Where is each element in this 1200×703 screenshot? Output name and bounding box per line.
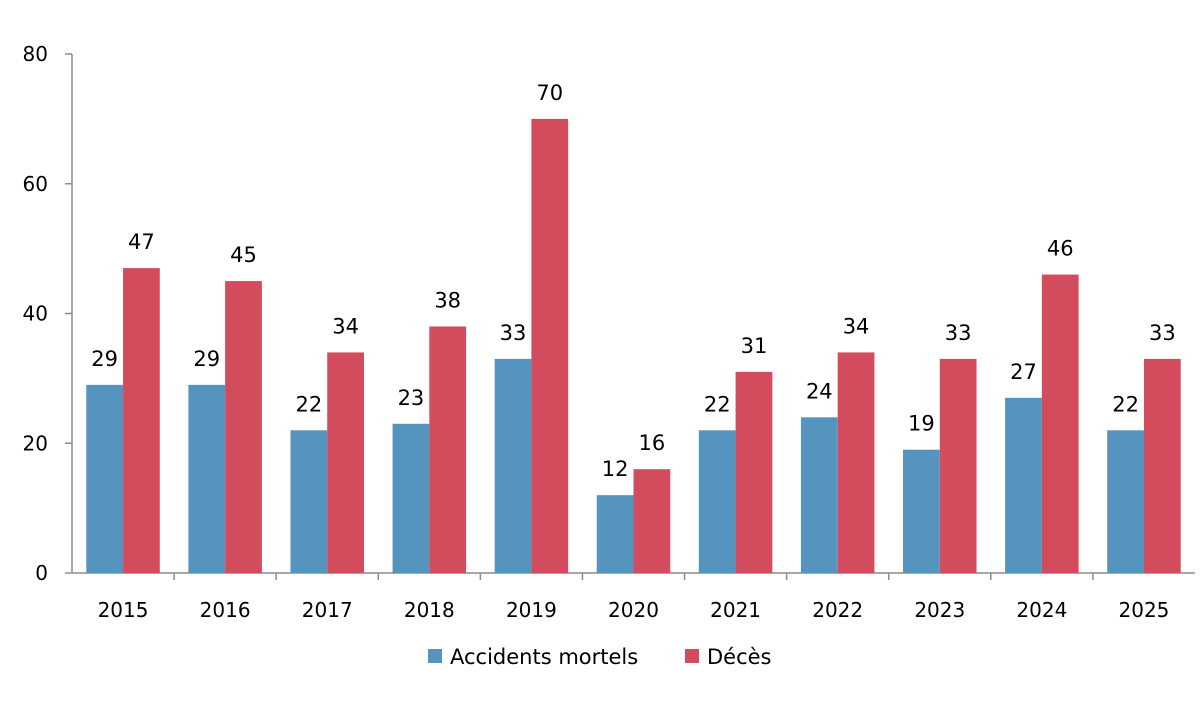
bar-accidents-mortels — [86, 384, 124, 573]
x-tick-label: 2017 — [302, 598, 353, 622]
data-label: 31 — [741, 334, 768, 358]
data-label: 24 — [806, 379, 833, 403]
legend-swatch — [685, 649, 699, 663]
data-label: 22 — [704, 392, 731, 416]
bar-deces — [939, 358, 977, 573]
bar-deces — [1041, 274, 1079, 573]
y-tick-label: 0 — [35, 561, 48, 585]
x-axis: 2015 2016 2017 2018 2019 2020 2021 2022 2023 2024… — [72, 572, 1195, 622]
data-label: 34 — [843, 314, 870, 338]
x-tick-label: 2024 — [1016, 598, 1067, 622]
y-tick-label: 80 — [23, 42, 48, 66]
data-label: 45 — [230, 243, 257, 267]
data-label: 38 — [434, 288, 461, 312]
bar-accidents-mortels — [596, 495, 634, 573]
legend-label: Accidents mortels — [450, 645, 638, 669]
bar-accidents-mortels — [494, 358, 532, 573]
data-label: 16 — [639, 431, 666, 455]
data-label: 29 — [193, 347, 220, 371]
bars — [86, 118, 1181, 573]
x-tick-label: 2019 — [506, 598, 557, 622]
bar-accidents-mortels — [698, 430, 736, 573]
x-tick-label: 2016 — [200, 598, 251, 622]
data-label: 12 — [602, 457, 629, 481]
data-label: 33 — [945, 321, 972, 345]
data-label: 29 — [91, 347, 118, 371]
legend-label: Décès — [707, 645, 772, 669]
data-label: 46 — [1047, 237, 1074, 261]
bar-accidents-mortels — [800, 417, 838, 573]
y-tick-label: 60 — [23, 172, 48, 196]
data-label: 27 — [1010, 360, 1037, 384]
bar-accidents-mortels — [392, 423, 430, 573]
data-label: 70 — [536, 81, 563, 105]
bar-accidents-mortels — [290, 430, 328, 573]
bar-deces — [837, 352, 875, 573]
bar-accidents-mortels — [1107, 430, 1144, 573]
bar-deces — [1143, 358, 1181, 573]
x-tick-label: 2023 — [914, 598, 965, 622]
legend: Accidents mortels Décès — [428, 645, 772, 669]
data-label: 33 — [1149, 321, 1176, 345]
x-tick-label: 2022 — [812, 598, 863, 622]
bar-accidents-mortels — [903, 449, 940, 573]
bar-deces — [531, 118, 569, 573]
bar-accidents-mortels — [188, 384, 226, 573]
bar-deces — [225, 281, 262, 573]
data-label: 23 — [398, 386, 425, 410]
bar-deces — [633, 469, 671, 573]
x-tick-label: 2021 — [710, 598, 761, 622]
x-tick-label: 2025 — [1119, 598, 1170, 622]
bar-deces — [735, 371, 773, 573]
legend-swatch — [428, 649, 442, 663]
x-tick-label: 2018 — [404, 598, 455, 622]
data-label: 22 — [1112, 392, 1139, 416]
bar-deces — [327, 352, 364, 573]
data-label: 19 — [908, 412, 935, 436]
data-label: 33 — [500, 321, 527, 345]
y-tick-label: 40 — [23, 302, 48, 326]
bar-accidents-mortels — [1005, 397, 1042, 573]
data-label: 34 — [332, 314, 359, 338]
data-labels: 29 47 29 45 22 34 23 38 33 70 12 16 22 31 24 34 19 33 27 46… — [91, 81, 1175, 481]
bar-deces — [123, 268, 160, 573]
y-axis: 0 20 40 60 80 — [23, 42, 73, 585]
bar-deces — [429, 326, 467, 573]
x-tick-label: 2020 — [608, 598, 659, 622]
data-label: 47 — [128, 230, 155, 254]
y-tick-label: 20 — [23, 431, 48, 455]
data-label: 22 — [295, 392, 322, 416]
x-tick-label: 2015 — [98, 598, 149, 622]
